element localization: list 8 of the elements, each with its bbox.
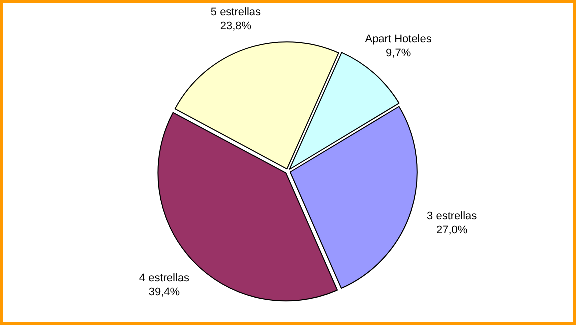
data-label: 9,7% [386,47,412,60]
slice-label: Apart Hoteles [365,33,432,46]
slice-label: 5 estrellas [210,6,262,18]
slice-label: 4 estrellas [139,272,190,285]
slice-label: 3 estrellas [427,210,478,223]
data-label: 27,0% [436,224,468,237]
data-label: 23,8% [220,20,252,32]
data-label: 39,4% [148,286,180,299]
